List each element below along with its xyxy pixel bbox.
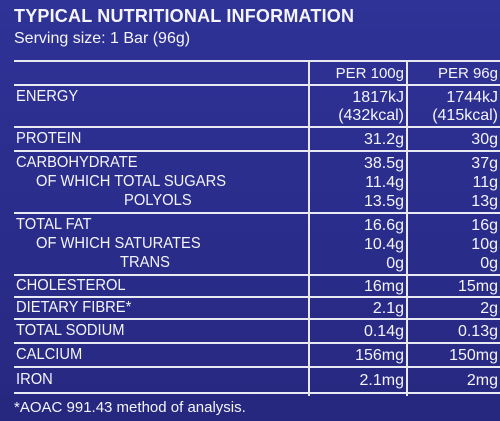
serving-size: Serving size: 1 Bar (96g) <box>14 30 191 47</box>
protein-perserving: 30g <box>471 131 498 148</box>
iron-per100: 2.1mg <box>359 372 404 389</box>
energy-kj-perserving: 1744kJ <box>446 89 498 106</box>
trans-perserving: 0g <box>480 255 498 272</box>
label-energy: ENERGY <box>16 88 79 105</box>
protein-per100: 31.2g <box>363 131 404 148</box>
polyols-perserving: 13g <box>471 193 498 210</box>
sodium-per100: 0.14g <box>363 323 404 340</box>
row-fat-group: TOTAL FAT 16.6g 16g OF WHICH SATURATES 1… <box>14 214 500 276</box>
header-per-100g: PER 100g <box>335 65 404 82</box>
footnote: *AOAC 991.43 method of analysis. <box>14 399 246 416</box>
label-dietary-fibre: DIETARY FIBRE* <box>16 299 132 316</box>
energy-kj-per100: 1817kJ <box>352 89 404 106</box>
label-total-sugars: OF WHICH TOTAL SUGARS <box>36 173 227 190</box>
column-divider-right <box>406 62 408 396</box>
label-total-fat: TOTAL FAT <box>16 216 92 233</box>
label-trans: TRANS <box>120 254 170 271</box>
header-row: PER 100g PER 96g <box>14 62 500 86</box>
row-cholesterol: CHOLESTEROL 16mg 15mg <box>14 276 500 298</box>
row-carbohydrate-group: CARBOHYDRATE 38.5g 37g OF WHICH TOTAL SU… <box>14 152 500 214</box>
polyols-per100: 13.5g <box>363 193 404 210</box>
sugars-perserving: 11g <box>472 174 498 191</box>
fat-perserving: 16g <box>471 217 498 234</box>
calcium-per100: 156mg <box>355 347 404 364</box>
carb-perserving: 37g <box>471 155 498 172</box>
panel-title: TYPICAL NUTRITIONAL INFORMATION <box>14 6 355 26</box>
cholesterol-perserving: 15mg <box>457 278 498 295</box>
saturates-per100: 10.4g <box>363 236 404 253</box>
fat-per100: 16.6g <box>363 217 404 234</box>
saturates-perserving: 10g <box>471 236 498 253</box>
label-iron: IRON <box>16 371 53 388</box>
row-protein: PROTEIN 31.2g 30g <box>14 128 500 152</box>
nutrition-table: PER 100g PER 96g ENERGY 1817kJ (432kcal)… <box>14 60 500 396</box>
fibre-per100: 2.1g <box>372 300 404 317</box>
label-polyols: POLYOLS <box>124 192 192 209</box>
label-cholesterol: CHOLESTEROL <box>16 277 126 294</box>
fibre-perserving: 2g <box>480 300 498 317</box>
calcium-perserving: 150mg <box>449 347 498 364</box>
carb-per100: 38.5g <box>363 155 404 172</box>
energy-kcal-per100: (432kcal) <box>338 107 404 124</box>
label-saturates: OF WHICH SATURATES <box>36 235 201 252</box>
header-per-serving: PER 96g <box>437 65 498 82</box>
column-divider-left <box>308 62 310 396</box>
row-total-sodium: TOTAL SODIUM 0.14g 0.13g <box>14 320 500 344</box>
energy-kcal-perserving: (415kcal) <box>432 107 498 124</box>
row-energy: ENERGY 1817kJ (432kcal) 1744kJ (415kcal) <box>14 86 500 128</box>
row-dietary-fibre: DIETARY FIBRE* 2.1g 2g <box>14 298 500 320</box>
sugars-per100: 11.4g <box>365 174 404 191</box>
label-carbohydrate: CARBOHYDRATE <box>16 154 138 171</box>
iron-perserving: 2mg <box>466 372 498 389</box>
sodium-perserving: 0.13g <box>457 323 498 340</box>
row-iron: IRON 2.1mg 2mg <box>14 368 500 394</box>
label-calcium: CALCIUM <box>16 346 83 363</box>
label-total-sodium: TOTAL SODIUM <box>16 322 125 339</box>
row-calcium: CALCIUM 156mg 150mg <box>14 344 500 368</box>
trans-per100: 0g <box>386 255 404 272</box>
label-protein: PROTEIN <box>16 130 82 147</box>
cholesterol-per100: 16mg <box>363 278 404 295</box>
